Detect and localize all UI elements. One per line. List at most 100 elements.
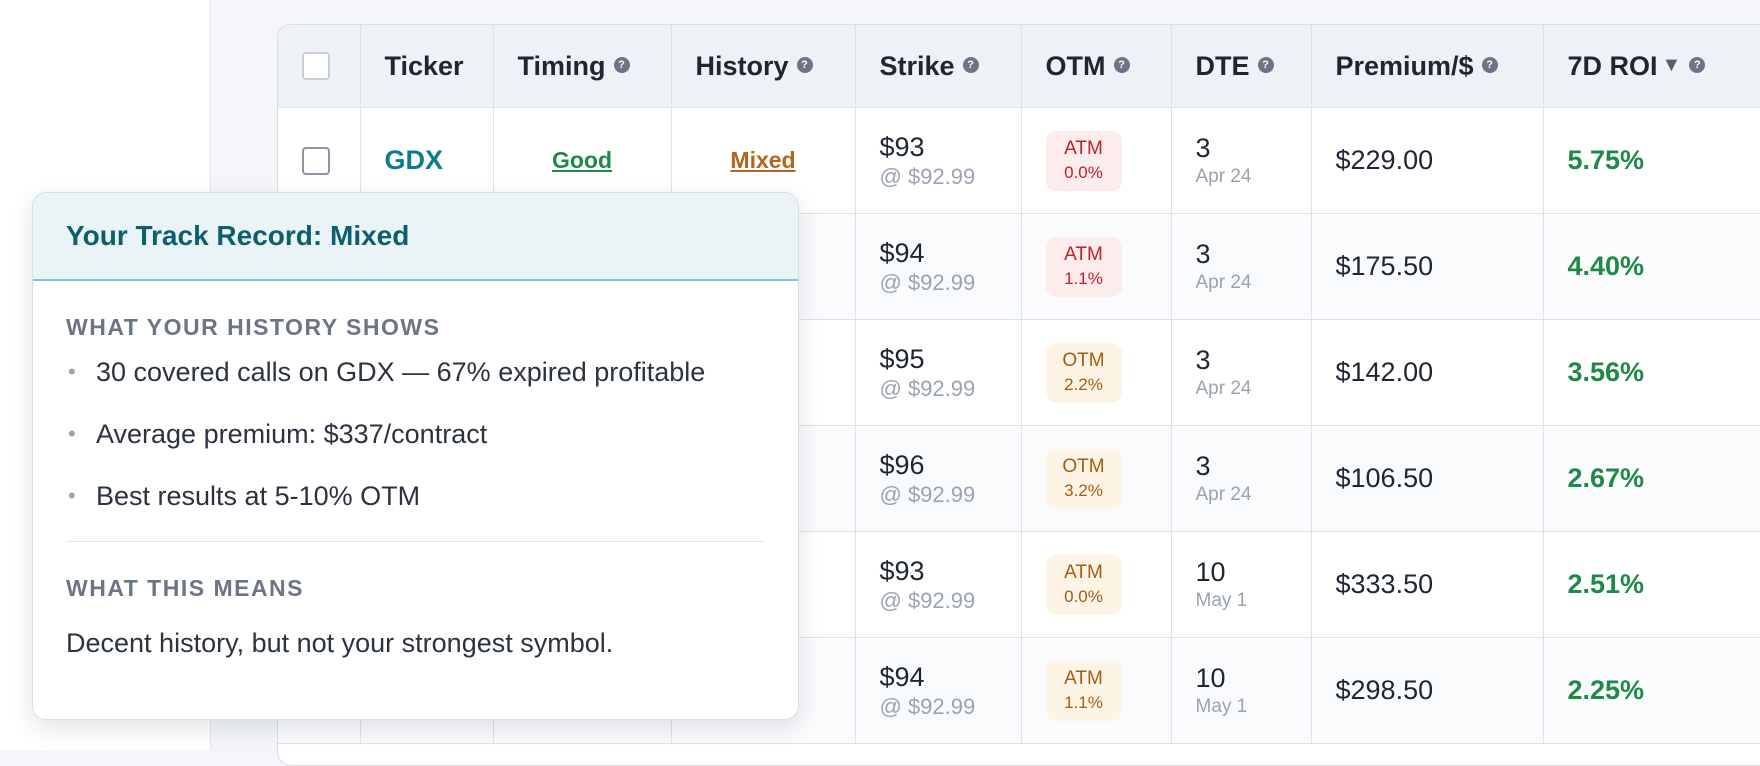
roi-value: 2.67% <box>1567 463 1645 493</box>
otm-cell: OTM 2.2% <box>1021 319 1172 426</box>
table-header-row: Ticker Timing? History? Strike? OTM? DTE… <box>278 25 1760 108</box>
roi-cell: 2.25% <box>1543 637 1760 744</box>
premium-value: $298.50 <box>1335 675 1434 705</box>
bullet-text: Best results at 5-10% OTM <box>96 481 421 511</box>
strike-value: $94 <box>879 661 925 692</box>
otm-type: OTM <box>1062 455 1105 477</box>
premium-cell: $142.00 <box>1311 319 1544 426</box>
strike-value: $93 <box>879 131 925 162</box>
timing-link[interactable]: Good <box>551 147 613 173</box>
dte-value: 3 <box>1195 344 1211 375</box>
header-history-label: History <box>695 50 789 81</box>
history-link[interactable]: Mixed <box>730 147 796 173</box>
otm-percent: 3.2% <box>1064 480 1103 500</box>
strike-value: $96 <box>879 449 925 480</box>
help-icon[interactable]: ? <box>1689 57 1706 74</box>
roi-cell: 2.51% <box>1543 531 1760 638</box>
history-bullet: • Average premium: $337/contract <box>66 417 765 451</box>
otm-badge: ATM 0.0% <box>1045 130 1122 191</box>
strike-cell: $96 @ $92.99 <box>855 425 1022 532</box>
header-dte[interactable]: DTE? <box>1171 25 1312 108</box>
otm-type: ATM <box>1064 561 1103 583</box>
header-ticker-label: Ticker <box>384 50 464 81</box>
header-premium[interactable]: Premium/$? <box>1311 25 1544 108</box>
otm-cell: ATM 1.1% <box>1021 213 1172 320</box>
meaning-text: Decent history, but not your strongest s… <box>66 628 614 658</box>
header-timing[interactable]: Timing? <box>493 25 672 108</box>
dte-value: 3 <box>1195 450 1211 481</box>
strike-value: $94 <box>879 237 925 268</box>
premium-cell: $333.50 <box>1311 531 1544 638</box>
premium-cell: $175.50 <box>1311 213 1544 320</box>
meaning-section-label: WHAT THIS MEANS <box>66 575 305 601</box>
otm-badge: ATM 1.1% <box>1045 660 1122 721</box>
strike-value: $95 <box>879 343 925 374</box>
select-all-cell <box>278 25 361 108</box>
header-strike-label: Strike <box>879 50 955 81</box>
premium-value: $175.50 <box>1335 251 1434 281</box>
help-icon[interactable]: ? <box>1113 57 1130 74</box>
dte-cell: 3 Apr 24 <box>1171 425 1312 532</box>
strike-cell: $95 @ $92.99 <box>855 319 1022 426</box>
dte-cell: 3 Apr 24 <box>1171 107 1312 214</box>
otm-type: ATM <box>1064 243 1103 265</box>
ticker-link[interactable]: GDX <box>384 145 444 175</box>
otm-type: ATM <box>1064 667 1103 689</box>
expiry-date: Apr 24 <box>1195 271 1252 293</box>
roi-value: 5.75% <box>1567 145 1645 175</box>
strike-cell: $94 @ $92.99 <box>855 213 1022 320</box>
expiry-date: Apr 24 <box>1195 377 1252 399</box>
help-icon[interactable]: ? <box>1481 57 1498 74</box>
roi-value: 2.25% <box>1567 675 1645 705</box>
popover-body: WHAT YOUR HISTORY SHOWS • 30 covered call… <box>33 314 798 659</box>
header-strike[interactable]: Strike? <box>855 25 1022 108</box>
premium-value: $333.50 <box>1335 569 1434 599</box>
header-dte-label: DTE <box>1195 50 1250 81</box>
bullet-icon: • <box>68 483 76 508</box>
underlying-price: @ $92.99 <box>879 269 976 295</box>
options-table-container: Ticker Timing? History? Strike? OTM? DTE… <box>277 24 1760 766</box>
expiry-date: May 1 <box>1195 695 1248 717</box>
header-history[interactable]: History? <box>671 25 856 108</box>
premium-cell: $106.50 <box>1311 425 1544 532</box>
premium-cell: $229.00 <box>1311 107 1544 214</box>
underlying-price: @ $92.99 <box>879 693 976 719</box>
bullet-text: 30 covered calls on GDX — 67% expired pr… <box>96 357 706 387</box>
otm-badge: ATM 1.1% <box>1045 236 1122 297</box>
history-bullet: • 30 covered calls on GDX — 67% expired p… <box>66 355 765 389</box>
popover-divider <box>66 541 765 542</box>
header-ticker[interactable]: Ticker <box>360 25 494 108</box>
header-roi[interactable]: 7D ROI ▼? <box>1543 25 1760 108</box>
roi-value: 2.51% <box>1567 569 1645 599</box>
otm-percent: 2.2% <box>1064 374 1103 394</box>
dte-cell: 3 Apr 24 <box>1171 213 1312 320</box>
dte-value: 3 <box>1195 132 1211 163</box>
otm-type: ATM <box>1064 137 1103 159</box>
help-icon[interactable]: ? <box>613 57 630 74</box>
history-section-label: WHAT YOUR HISTORY SHOWS <box>66 314 441 340</box>
header-otm-label: OTM <box>1045 50 1106 81</box>
otm-percent: 1.1% <box>1064 692 1103 712</box>
expiry-date: Apr 24 <box>1195 165 1252 187</box>
history-bullets: • 30 covered calls on GDX — 67% expired p… <box>66 355 765 513</box>
header-roi-label: 7D ROI <box>1567 50 1658 81</box>
underlying-price: @ $92.99 <box>879 375 976 401</box>
underlying-price: @ $92.99 <box>879 163 976 189</box>
expiry-date: Apr 24 <box>1195 483 1252 505</box>
otm-badge: OTM 2.2% <box>1045 342 1122 403</box>
otm-percent: 1.1% <box>1064 268 1103 288</box>
premium-value: $229.00 <box>1335 145 1434 175</box>
roi-value: 3.56% <box>1567 357 1645 387</box>
select-all-checkbox[interactable] <box>302 52 330 80</box>
otm-cell: ATM 1.1% <box>1021 637 1172 744</box>
sort-desc-icon[interactable]: ▼ <box>1661 53 1682 76</box>
roi-cell: 5.75% <box>1543 107 1760 214</box>
premium-value: $106.50 <box>1335 463 1434 493</box>
help-icon[interactable]: ? <box>796 57 813 74</box>
header-otm[interactable]: OTM? <box>1021 25 1172 108</box>
help-icon[interactable]: ? <box>1257 57 1274 74</box>
row-checkbox[interactable] <box>302 146 330 175</box>
history-bullet: • Best results at 5-10% OTM <box>66 479 765 513</box>
help-icon[interactable]: ? <box>962 57 979 74</box>
roi-cell: 3.56% <box>1543 319 1760 426</box>
